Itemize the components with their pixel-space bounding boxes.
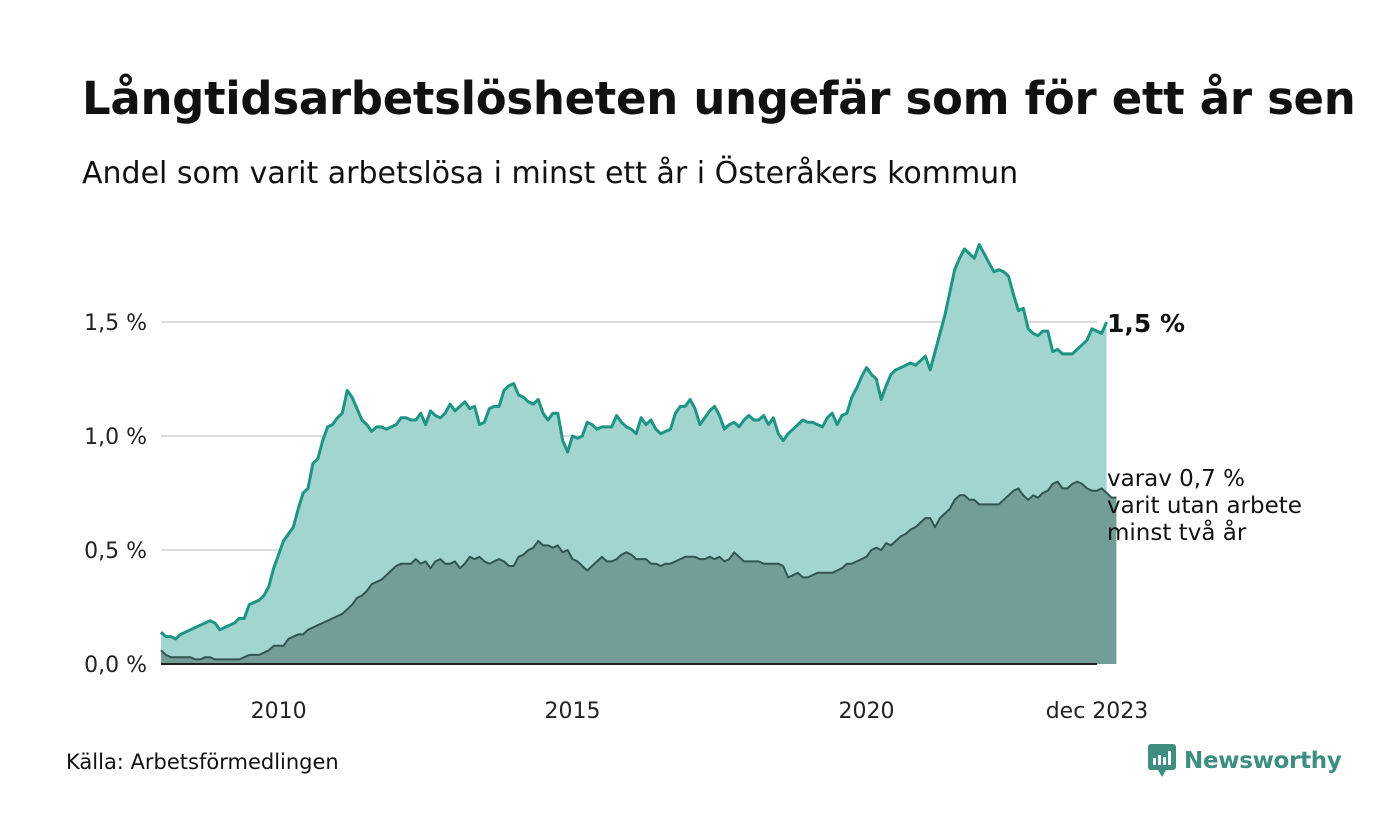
end-label-long-line: varav 0,7 %: [1107, 466, 1245, 492]
y-tick-label: 0,0 %: [84, 653, 147, 678]
newsworthy-icon: [1148, 744, 1176, 777]
area-series: [159, 243, 1117, 664]
brand-logo: Newsworthy: [1148, 744, 1342, 778]
y-tick-label: 1,5 %: [84, 311, 147, 336]
source-note: Källa: Arbetsförmedlingen: [66, 750, 339, 774]
end-label-long-line: minst två år: [1107, 518, 1247, 546]
end-label-total: 1,5 %: [1107, 309, 1185, 338]
chart-title: Långtidsarbetslösheten ungefär som för e…: [82, 72, 1356, 125]
labels: 0,0 % 0,5 % 1,0 % 1,5 % 2010 2015 2020 dec 2023…: [84, 309, 1302, 724]
brand-name: Newsworthy: [1184, 748, 1342, 774]
y-tick-label: 1,0 %: [84, 425, 147, 450]
long-term-area: [161, 481, 1117, 664]
chart-subtitle: Andel som varit arbetslösa i minst ett å…: [82, 156, 1019, 191]
x-tick-label: 2020: [839, 699, 895, 724]
total-line: [159, 243, 1108, 641]
end-label-long-line: varit utan arbete: [1107, 493, 1302, 519]
y-tick-label: 0,5 %: [84, 539, 147, 564]
x-tick-label: 2010: [251, 699, 307, 724]
long-term-line: [160, 480, 1117, 661]
x-tick-label: dec 2023: [1046, 699, 1149, 724]
x-tick-label: 2015: [545, 699, 601, 724]
